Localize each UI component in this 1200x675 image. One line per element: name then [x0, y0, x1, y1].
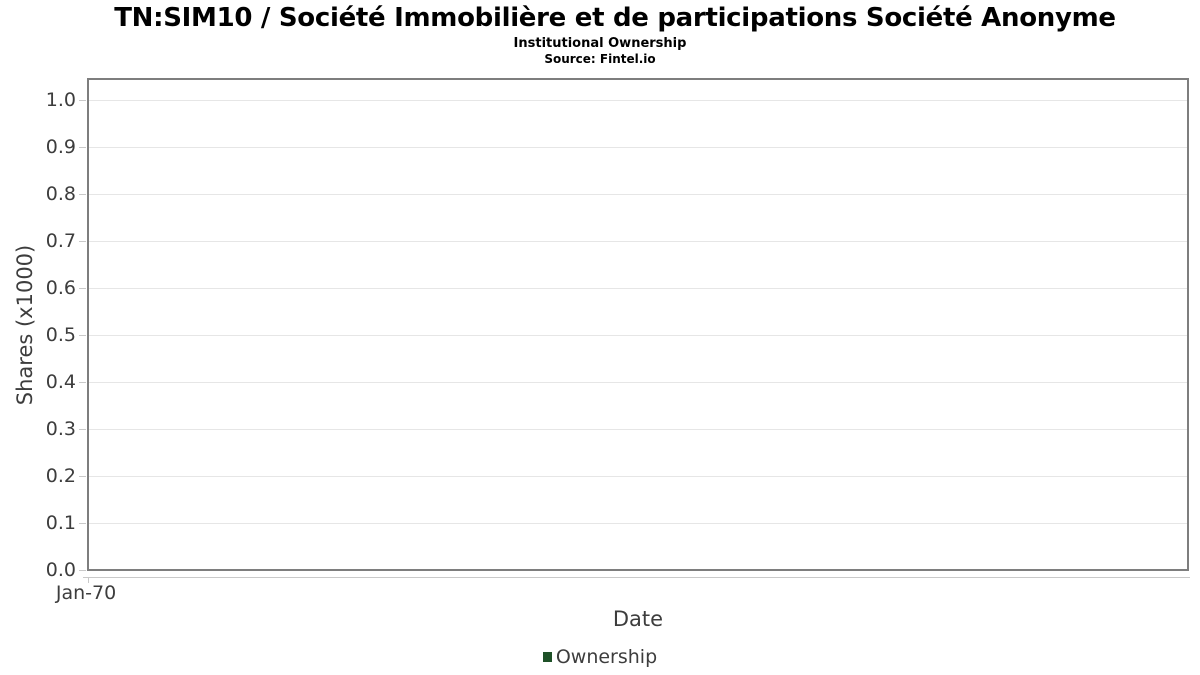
y-tick-label: 0.7 — [45, 230, 76, 252]
x-axis-title: Date — [612, 607, 664, 631]
y-tick-mark — [79, 194, 86, 195]
y-gridline — [89, 429, 1187, 430]
chart-source: Source: Fintel.io — [544, 52, 656, 66]
legend-item[interactable]: Ownership — [542, 646, 658, 668]
y-axis-title: Shares (x1000) — [13, 244, 37, 406]
y-tick-mark — [79, 382, 86, 383]
y-tick-mark — [79, 476, 86, 477]
y-tick-label: 0.2 — [45, 465, 76, 487]
y-gridline — [89, 523, 1187, 524]
chart-title: TN:SIM10 / Société Immobilière et de par… — [114, 3, 1116, 33]
y-tick-label: 0.5 — [45, 324, 76, 346]
y-tick-mark — [79, 429, 86, 430]
y-tick-label: 0.0 — [45, 559, 76, 581]
plot-area: 1.0 0.9 0.8 0.7 0.6 0.5 0.4 0.3 0.2 0.1 0.0 Jan-70 — [46, 78, 1190, 604]
legend: Ownership — [0, 645, 1200, 669]
y-tick-label: 0.1 — [45, 512, 76, 534]
x-tick-label: Jan-70 — [55, 582, 117, 604]
y-tick-mark — [79, 288, 86, 289]
chart-subtitle: Institutional Ownership — [513, 36, 687, 51]
y-tick-mark — [79, 570, 86, 571]
y-tick-label: 0.3 — [45, 418, 76, 440]
y-tick-label: 0.8 — [45, 183, 76, 205]
x-tick-mark — [88, 577, 89, 583]
y-tick-label: 0.4 — [45, 371, 76, 393]
legend-label: Ownership — [555, 646, 658, 668]
y-tick-mark — [79, 241, 86, 242]
x-axis-line — [83, 577, 1190, 578]
y-tick-mark — [79, 335, 86, 336]
y-gridline — [89, 335, 1187, 336]
y-gridline — [89, 382, 1187, 383]
y-tick-label: 0.6 — [45, 277, 76, 299]
legend-marker-icon — [542, 652, 552, 662]
y-gridline — [89, 194, 1187, 195]
y-tick-mark — [79, 100, 86, 101]
y-tick-label: 0.9 — [45, 136, 76, 158]
y-tick-mark — [79, 147, 86, 148]
y-tick-label: 1.0 — [45, 89, 76, 111]
y-gridline — [89, 147, 1187, 148]
y-gridline — [89, 241, 1187, 242]
y-gridline — [89, 476, 1187, 477]
y-tick-mark — [79, 523, 86, 524]
y-gridline — [89, 288, 1187, 289]
y-gridline — [89, 100, 1187, 101]
